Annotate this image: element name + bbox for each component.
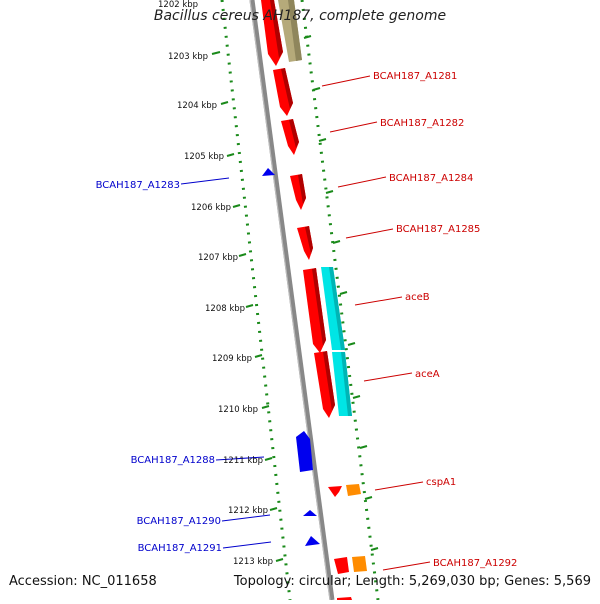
kbp-labels: 1202 kbp 1203 kbp 1204 kbp 1205 kbp 1206…	[158, 0, 273, 567]
cog-bar-cyan-shade-2	[341, 352, 352, 416]
genome-title: Bacillus cereus AH187, complete genome	[153, 8, 447, 24]
cog-bar-olive-shade	[288, 0, 302, 61]
left-ruler-ticks	[211, 51, 284, 562]
gene-label-aceA[interactable]: aceA	[415, 369, 440, 380]
gene-label-cspA1[interactable]: cspA1	[426, 477, 456, 488]
kbp-label: 1210 kbp	[218, 405, 258, 415]
cog-bar-orange-cspA1	[346, 484, 361, 496]
gene-arrow-aceA[interactable]	[314, 351, 335, 418]
accession-text: Accession: NC_011658	[9, 574, 157, 589]
gene-arrow-BCAH187_A1288[interactable]	[296, 431, 313, 472]
gene-arrow-BCAH187_A1290[interactable]	[303, 510, 317, 516]
gene-arrow[interactable]	[261, 0, 283, 66]
label-connectors-left	[180, 177, 272, 549]
kbp-label: 1205 kbp	[184, 152, 224, 162]
right-ruler-dotted-line	[300, 0, 380, 601]
genome-summary-text: Topology: circular; Length: 5,269,030 bp…	[233, 574, 591, 589]
kbp-label: 1213 kbp	[233, 557, 273, 567]
gene-arrow-aceB[interactable]	[303, 268, 326, 353]
kbp-label: 1203 kbp	[168, 52, 208, 62]
label-connectors-right	[321, 75, 431, 571]
kbp-label: 1209 kbp	[212, 354, 252, 364]
gene-arrow-BCAH187_A1281[interactable]	[273, 68, 293, 116]
cog-bar-cyan-shade-1	[329, 267, 345, 350]
gene-label-BCAH187_A1288[interactable]: BCAH187_A1288	[131, 455, 215, 466]
gene-arrow-cspA1[interactable]	[328, 486, 342, 497]
genome-backbone	[249, 0, 335, 601]
kbp-label: 1207 kbp	[198, 253, 238, 263]
gene-label-BCAH187_A1282[interactable]: BCAH187_A1282	[380, 118, 464, 129]
gene-label-BCAH187_A1285[interactable]: BCAH187_A1285	[396, 224, 480, 235]
gene-arrow-BCAH187_A1283[interactable]	[262, 168, 275, 176]
gene-label-BCAH187_A1291[interactable]: BCAH187_A1291	[138, 543, 222, 554]
gene-label-BCAH187_A1290[interactable]: BCAH187_A1290	[137, 516, 221, 527]
kbp-label: 1208 kbp	[205, 304, 245, 314]
kbp-label-top: 1202 kbp	[158, 0, 198, 10]
cog-bar-orange-A1292	[352, 556, 367, 572]
gene-label-BCAH187_A1284[interactable]: BCAH187_A1284	[389, 173, 473, 184]
gene-arrow-BCAH187_A1291[interactable]	[305, 536, 320, 546]
genome-backbone-highlight	[249, 0, 331, 601]
gene-label-BCAH187_A1283[interactable]: BCAH187_A1283	[96, 180, 180, 191]
gene-arrow-bottom[interactable]	[337, 597, 352, 600]
reverse-genes	[262, 168, 320, 546]
gene-label-BCAH187_A1281[interactable]: BCAH187_A1281	[373, 71, 457, 82]
forward-genes	[261, 0, 352, 600]
gene-label-aceB[interactable]: aceB	[405, 292, 430, 303]
kbp-label: 1211 kbp	[223, 456, 263, 466]
gene-arrow-BCAH187_A1292[interactable]	[334, 557, 349, 574]
kbp-label: 1204 kbp	[177, 101, 217, 111]
gene-labels-right: BCAH187_A1281 BCAH187_A1282 BCAH187_A128…	[373, 71, 517, 569]
kbp-label: 1206 kbp	[191, 203, 231, 213]
gene-label-BCAH187_A1292[interactable]: BCAH187_A1292	[433, 558, 517, 569]
forward-genes-shade	[270, 0, 335, 411]
kbp-label: 1212 kbp	[228, 506, 268, 516]
left-ruler-dotted-line	[220, 0, 292, 601]
right-ruler-ticks	[303, 35, 379, 551]
gene-labels-left: BCAH187_A1283 BCAH187_A1288 BCAH187_A129…	[96, 180, 222, 554]
